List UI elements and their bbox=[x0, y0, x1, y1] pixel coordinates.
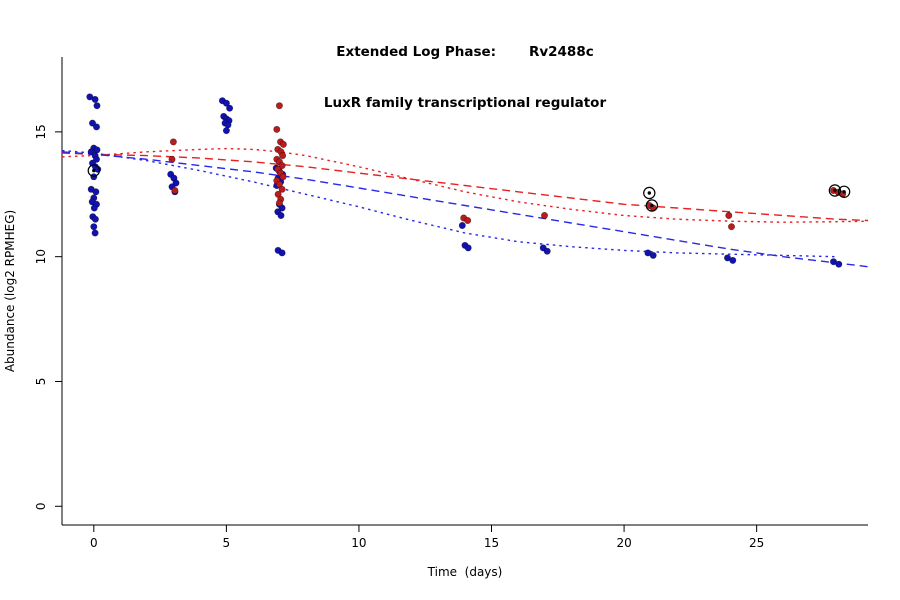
data-point bbox=[278, 249, 286, 257]
data-point bbox=[273, 125, 281, 133]
data-point bbox=[644, 249, 652, 257]
data-point bbox=[226, 104, 234, 112]
chart-title-line1: Extended Log Phase: Rv2488c bbox=[336, 44, 594, 60]
x-tick-label: 20 bbox=[616, 536, 631, 550]
flagged-point-dot bbox=[833, 188, 837, 193]
y-axis-ticks: 0 5 10 15 bbox=[34, 124, 62, 510]
x-tick-label: 25 bbox=[749, 536, 764, 550]
data-point bbox=[168, 155, 176, 163]
data-point bbox=[729, 256, 737, 264]
data-point bbox=[91, 95, 99, 103]
x-tick-label: 15 bbox=[484, 536, 499, 550]
data-point bbox=[279, 152, 287, 160]
flagged-points bbox=[87, 164, 851, 212]
data-point bbox=[169, 138, 177, 146]
flagged-point-ring bbox=[645, 199, 659, 212]
data-point bbox=[92, 188, 100, 196]
data-point bbox=[458, 222, 466, 230]
data-point bbox=[171, 187, 179, 195]
data-point bbox=[278, 204, 286, 212]
data-point bbox=[89, 119, 97, 127]
red-dotted-fit bbox=[61, 147, 869, 223]
flagged-point-dot bbox=[647, 191, 651, 195]
x-tick-label: 0 bbox=[90, 536, 98, 550]
data-point bbox=[829, 258, 837, 266]
data-point bbox=[278, 185, 286, 193]
data-point bbox=[275, 102, 283, 110]
data-point bbox=[835, 260, 843, 268]
data-point bbox=[275, 199, 283, 207]
data-point bbox=[86, 93, 94, 101]
trend-curves bbox=[61, 147, 869, 268]
x-axis-ticks: 0 5 10 15 20 25 bbox=[90, 525, 764, 550]
x-tick-label: 5 bbox=[223, 536, 231, 550]
y-tick-label: 5 bbox=[34, 378, 48, 386]
data-point bbox=[90, 223, 98, 231]
flagged-point-ring bbox=[828, 184, 842, 197]
chart-title-line2: LuxR family transcriptional regulator bbox=[323, 95, 607, 111]
data-point bbox=[222, 127, 230, 135]
data-point bbox=[725, 212, 733, 220]
data-point bbox=[93, 155, 101, 163]
data-point bbox=[90, 204, 98, 212]
chart-title: Extended Log Phase: Rv2488c LuxR family … bbox=[15, 10, 900, 146]
data-point bbox=[91, 229, 99, 237]
data-point bbox=[91, 215, 99, 223]
flagged-point-ring bbox=[837, 185, 851, 198]
x-axis-label: Time (days) bbox=[427, 565, 503, 579]
data-point bbox=[90, 173, 98, 181]
y-tick-label: 15 bbox=[34, 124, 48, 139]
data-point bbox=[278, 162, 286, 170]
y-tick-label: 10 bbox=[34, 249, 48, 264]
data-point bbox=[727, 223, 735, 231]
data-point bbox=[279, 173, 287, 181]
flagged-point-ring bbox=[643, 186, 656, 200]
data-point bbox=[277, 212, 285, 220]
x-tick-label: 10 bbox=[351, 536, 366, 550]
data-point bbox=[222, 99, 230, 107]
data-point bbox=[172, 179, 180, 187]
red-replicates-points bbox=[168, 102, 847, 231]
flagged-point-dot bbox=[92, 168, 96, 173]
blue-dotted-fit bbox=[61, 149, 837, 258]
data-point bbox=[464, 244, 472, 252]
blue-dashed-fit bbox=[61, 151, 869, 268]
y-axis-label: Abundance (log2 RPMHEG) bbox=[3, 210, 17, 372]
data-point bbox=[543, 247, 551, 255]
flagged-point-dot bbox=[842, 190, 846, 194]
data-point bbox=[723, 254, 731, 262]
flagged-point-dot bbox=[650, 203, 654, 208]
data-point bbox=[275, 180, 283, 188]
data-point bbox=[93, 123, 101, 131]
data-point bbox=[540, 212, 548, 220]
data-point bbox=[279, 140, 287, 148]
y-tick-label: 0 bbox=[34, 502, 48, 510]
axes bbox=[61, 57, 868, 526]
data-point bbox=[93, 102, 101, 110]
red-dashed-fit bbox=[61, 152, 869, 222]
data-point bbox=[464, 217, 472, 225]
data-point bbox=[649, 251, 657, 259]
flagged-point-ring bbox=[87, 164, 101, 177]
